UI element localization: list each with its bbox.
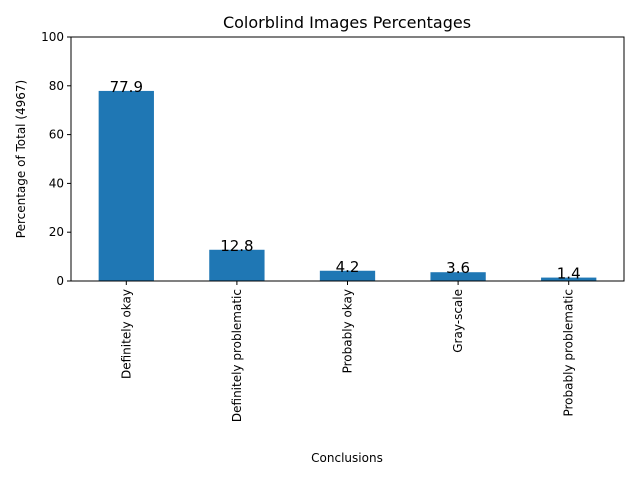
bar bbox=[541, 277, 597, 281]
bars bbox=[98, 90, 597, 281]
x-tick-label: Probably problematic bbox=[562, 289, 576, 417]
x-axis-ticks: Definitely okay Definitely problematic Pro… bbox=[119, 281, 576, 422]
data-labels: 77.9 12.8 4.2 3.6 1.4 bbox=[110, 78, 581, 283]
bar bbox=[209, 249, 265, 281]
y-axis-label: Percentage of Total (4967) bbox=[14, 80, 28, 238]
bar bbox=[430, 272, 486, 281]
bar bbox=[98, 90, 154, 281]
y-tick-label: 0 bbox=[56, 274, 64, 288]
y-tick-label: 40 bbox=[49, 176, 64, 190]
x-tick-label: Definitely okay bbox=[119, 289, 133, 379]
x-tick-label: Probably okay bbox=[341, 289, 355, 373]
y-tick-label: 100 bbox=[41, 30, 64, 44]
plot-area: 0 20 40 60 80 100 77.9 12.8 4.2 3.6 1.4 Definitel… bbox=[41, 30, 625, 422]
x-tick-label: Gray-scale bbox=[451, 289, 465, 353]
bar-value-label: 12.8 bbox=[220, 237, 253, 255]
y-tick-label: 80 bbox=[49, 79, 64, 93]
x-tick-label: Definitely problematic bbox=[230, 289, 244, 422]
bar-value-label: 4.2 bbox=[336, 258, 360, 276]
y-tick-label: 20 bbox=[49, 225, 64, 239]
x-axis-label: Conclusions bbox=[311, 451, 383, 465]
bar bbox=[319, 270, 376, 281]
chart-title: Colorblind Images Percentages bbox=[223, 13, 471, 32]
y-tick-label: 60 bbox=[49, 128, 64, 142]
y-axis-ticks: 0 20 40 60 80 100 bbox=[41, 30, 71, 288]
plot-frame bbox=[70, 36, 625, 282]
bar-value-label: 77.9 bbox=[110, 78, 143, 96]
bar-value-label: 3.6 bbox=[446, 259, 470, 277]
bar-value-label: 1.4 bbox=[557, 265, 581, 283]
